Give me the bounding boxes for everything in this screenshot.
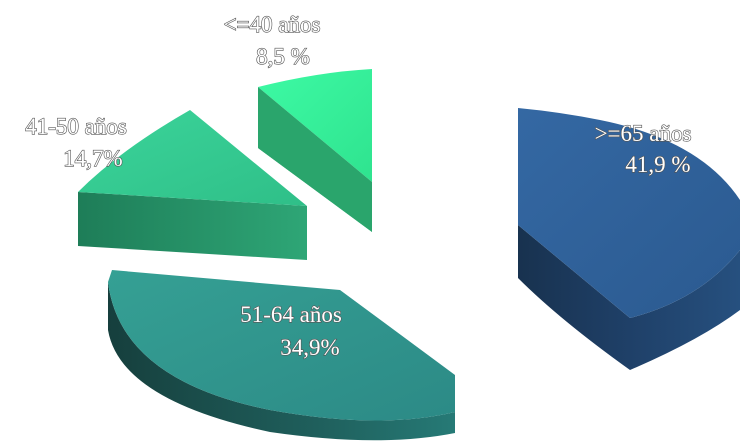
value-le-40: 8,5 % (256, 44, 310, 69)
slice-51-64-top (108, 270, 455, 421)
slice-ge-65-top (518, 108, 740, 318)
slice-41-50-top (78, 110, 307, 206)
slice-labels: <=40 años 8,5 % 41-50 años 14,7% 51-64 a… (25, 11, 692, 360)
slice-ge-65 (518, 108, 740, 370)
slice-51-64 (108, 270, 455, 441)
slice-51-64-side (108, 282, 455, 441)
slice-ge-65-side (518, 225, 740, 370)
slice-41-50-side (78, 192, 307, 260)
slice-le-40-wall (258, 87, 372, 232)
slice-le-40-top (258, 69, 372, 182)
label-41-50: 41-50 años (25, 114, 127, 139)
value-51-64: 34,9% (280, 335, 339, 360)
label-le-40: <=40 años (224, 12, 321, 37)
label-51-64: 51-64 años (240, 302, 342, 327)
slice-41-50 (78, 110, 307, 260)
slice-le-40 (258, 69, 372, 232)
label-ge-65: >=65 años (595, 121, 692, 146)
value-41-50: 14,7% (63, 146, 122, 171)
value-ge-65: 41,9 % (625, 152, 690, 177)
